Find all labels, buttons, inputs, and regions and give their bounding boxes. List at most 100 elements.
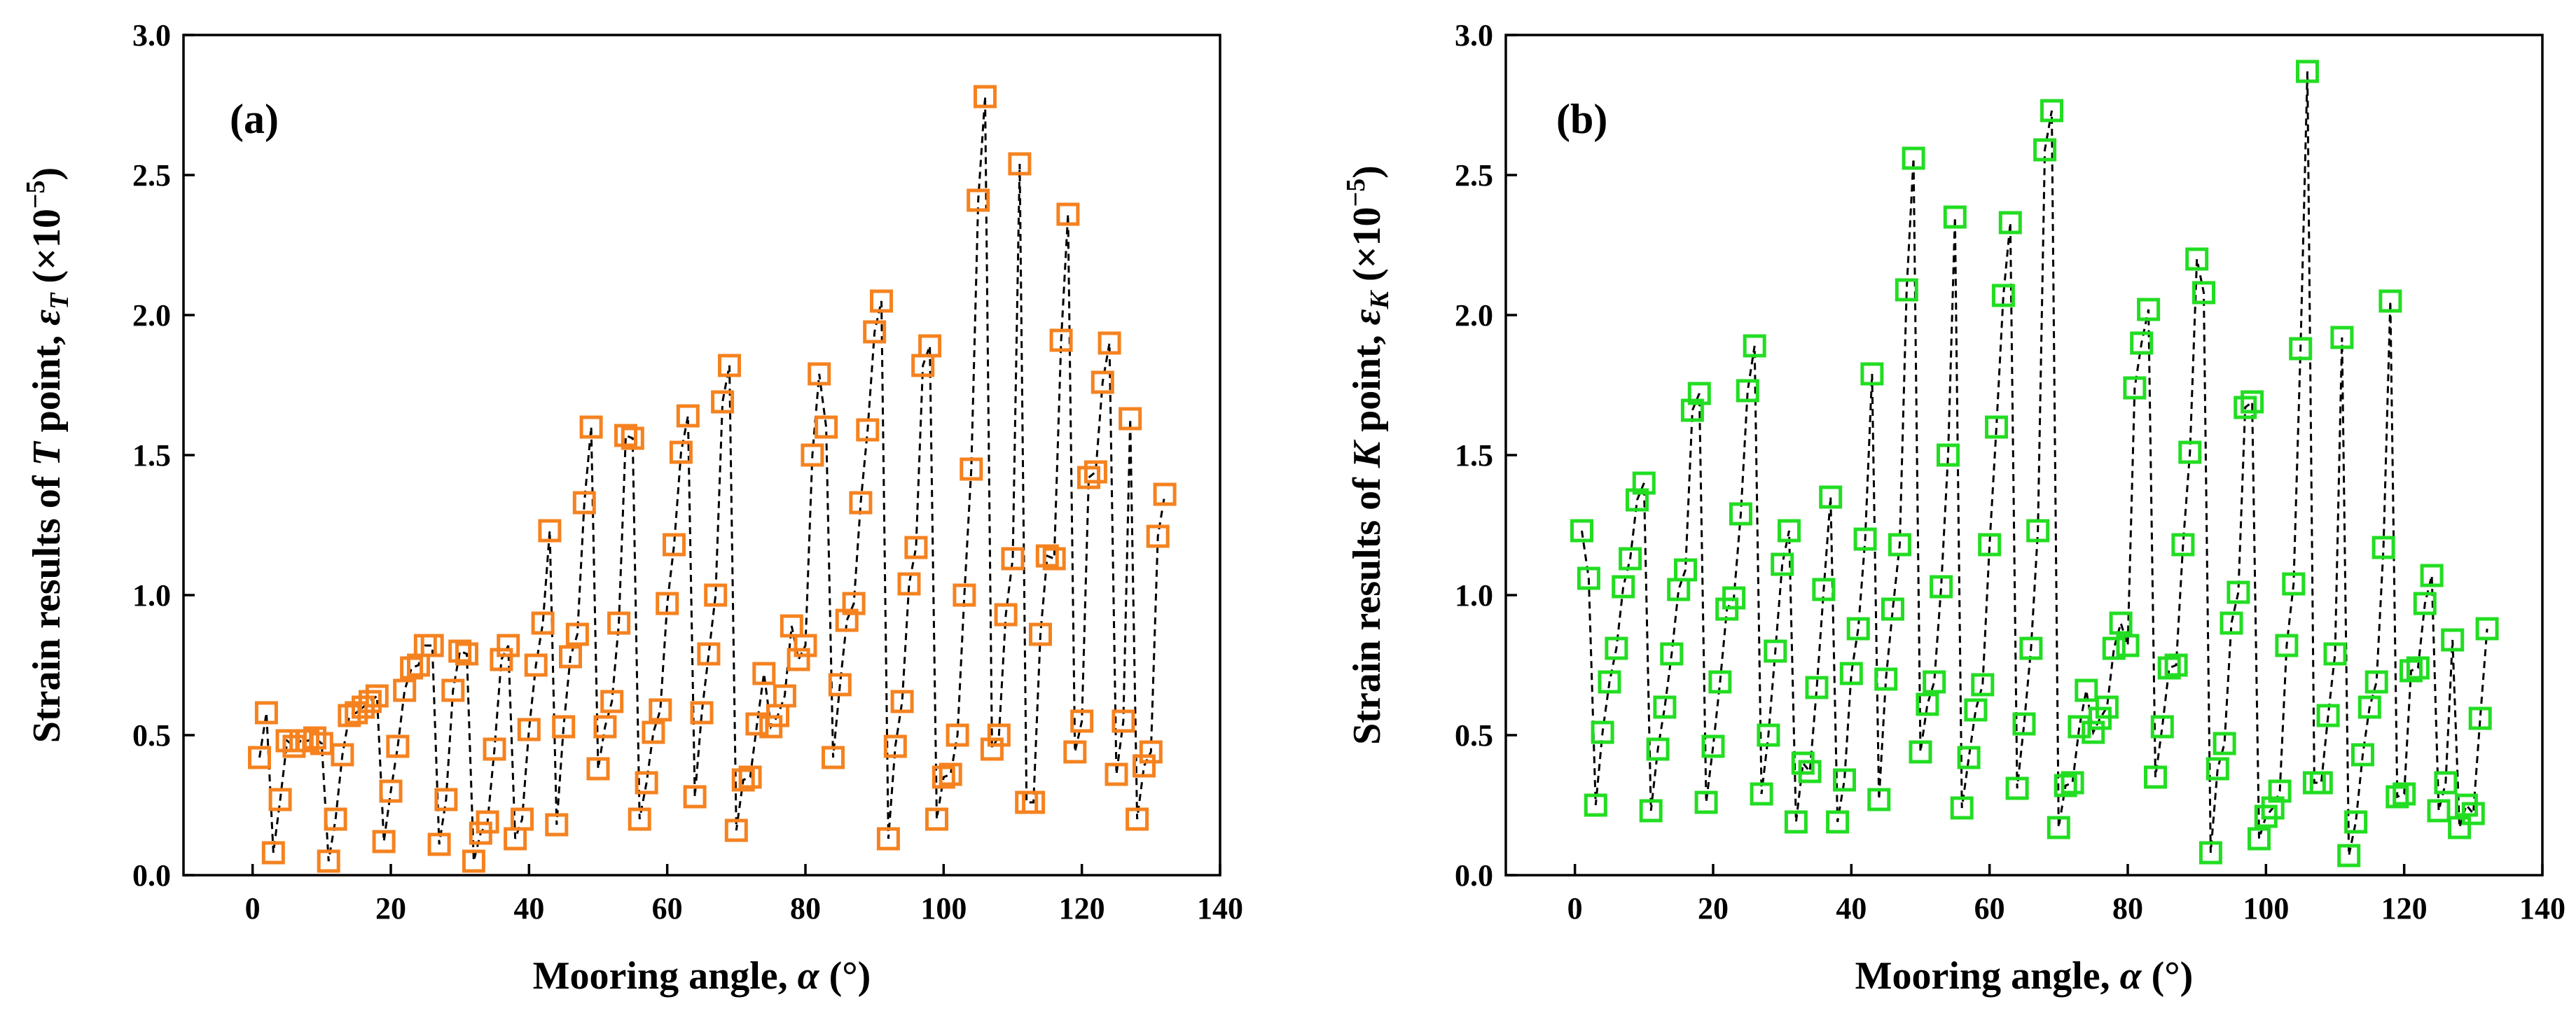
y-axis-title-point: K	[1345, 439, 1389, 468]
data-point	[1049, 328, 1073, 352]
panel-b: 0 20 40 60 80 100 120 140 0.0 0.5 1.0 1.…	[1341, 18, 2565, 998]
y-axis-title-unit-open: (×10	[1345, 207, 1389, 291]
data-point	[579, 415, 603, 439]
data-point	[1612, 575, 1635, 599]
x-axis-title-symbol: α	[2120, 954, 2142, 998]
data-point	[2109, 611, 2133, 635]
y-tick-label: 1.0	[1455, 578, 1493, 613]
data-point	[2185, 247, 2209, 271]
y-tick-label: 3.0	[1455, 18, 1493, 53]
data-point	[1070, 709, 1094, 733]
data-point	[2261, 796, 2285, 820]
data-point	[822, 746, 845, 769]
data-point	[2296, 60, 2319, 83]
y-axis-title-symbol: ε	[25, 309, 69, 326]
tick-marks-a	[183, 34, 1221, 877]
x-tick-label: 120	[1059, 891, 1105, 926]
data-point	[2434, 771, 2458, 795]
data-point	[2461, 802, 2485, 825]
data-point	[524, 653, 548, 677]
data-point	[2400, 659, 2423, 683]
data-point	[1029, 622, 1052, 646]
data-point	[932, 765, 955, 789]
data-point	[1991, 284, 2015, 307]
data-point	[1083, 460, 1107, 484]
data-point	[1126, 807, 1149, 831]
data-point	[1097, 331, 1121, 355]
x-axis-title-suffix: (°)	[2142, 954, 2194, 998]
x-tick-label: 0	[1567, 891, 1583, 926]
data-point	[2275, 634, 2299, 657]
data-point	[1798, 760, 1822, 783]
data-point	[2144, 765, 2167, 789]
data-point	[2033, 138, 2057, 162]
y-tick-label: 2.0	[132, 298, 171, 333]
x-tick-label: 20	[1698, 891, 1729, 926]
data-point	[697, 642, 721, 666]
data-point	[2406, 656, 2430, 680]
data-point	[1860, 362, 1884, 386]
series-line-a	[258, 96, 1166, 862]
data-point	[2012, 712, 2036, 736]
data-point	[2282, 572, 2306, 596]
data-point	[1743, 334, 1766, 358]
data-point	[1598, 670, 1621, 694]
data-point	[531, 611, 555, 635]
x-axis-title-prefix: Mooring angle,	[533, 954, 798, 998]
data-point	[427, 832, 451, 856]
x-tick-label: 60	[1974, 891, 2005, 926]
data-point	[828, 673, 852, 697]
x-tick-label: 0	[245, 891, 261, 926]
x-tick-label: 140	[2519, 891, 2565, 926]
data-point	[2357, 695, 2381, 719]
data-point	[876, 827, 900, 851]
data-point	[2137, 298, 2161, 321]
data-point	[1619, 547, 1642, 571]
data-point	[718, 354, 741, 377]
data-point	[1077, 466, 1100, 489]
data-point	[559, 645, 582, 669]
data-point	[1902, 146, 1925, 170]
data-point	[2316, 704, 2340, 727]
data-point	[1653, 695, 1677, 719]
data-point	[2213, 732, 2236, 755]
data-point	[724, 818, 748, 842]
data-point	[752, 662, 776, 685]
data-point	[676, 404, 700, 428]
data-point	[248, 746, 271, 769]
data-point	[552, 715, 576, 739]
data-point	[372, 830, 396, 853]
data-point	[1022, 790, 1046, 814]
data-point	[980, 737, 1004, 761]
data-point	[773, 684, 796, 708]
data-point	[2164, 653, 2188, 677]
data-point	[2178, 440, 2202, 464]
data-point	[1042, 547, 1066, 571]
panel-label-b: (b)	[1556, 96, 1607, 142]
data-point	[1978, 533, 2002, 557]
data-point	[511, 807, 534, 831]
x-tick-label: 40	[1836, 891, 1867, 926]
data-point	[607, 611, 631, 635]
data-point	[663, 533, 686, 557]
data-point	[731, 768, 755, 792]
data-point	[1964, 698, 1988, 722]
data-point	[365, 684, 389, 708]
data-point	[1998, 211, 2022, 235]
data-point	[268, 788, 292, 811]
data-point	[2371, 536, 2395, 559]
data-point	[1916, 692, 1939, 716]
data-point	[1888, 533, 1911, 557]
data-point	[1736, 379, 1759, 403]
data-point	[1909, 740, 1932, 764]
data-point	[2448, 816, 2472, 839]
data-point	[1846, 617, 1870, 641]
data-point	[1874, 667, 1898, 691]
data-point	[296, 729, 320, 753]
data-point	[331, 743, 354, 767]
data-point	[2040, 99, 2063, 123]
data-point	[1971, 673, 1995, 697]
data-point	[2054, 774, 2077, 797]
data-point	[2082, 720, 2105, 744]
data-point	[2157, 656, 2181, 680]
